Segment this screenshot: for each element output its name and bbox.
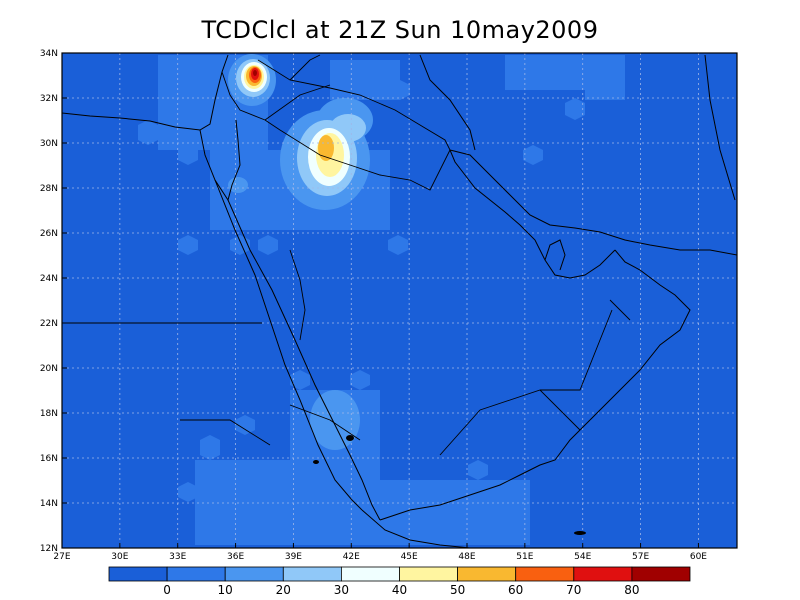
map-frame bbox=[61, 52, 738, 549]
y-tick-label: 32N bbox=[40, 94, 58, 104]
y-tick-label: 24N bbox=[40, 274, 58, 284]
x-tick-label: 54E bbox=[574, 552, 591, 562]
colorbar-label: 50 bbox=[450, 583, 465, 597]
y-tick-label: 26N bbox=[40, 229, 58, 239]
colorbar-segment bbox=[631, 566, 691, 582]
x-tick-labels: 27E 30E 33E 36E 39E 42E 45E 48E 51E 54E 57E 60E bbox=[53, 543, 707, 562]
x-tick-label: 57E bbox=[632, 552, 649, 562]
x-tick-label: 27E bbox=[53, 552, 70, 562]
page-title: TCDClcl at 21Z Sun 10may2009 bbox=[201, 16, 599, 44]
y-tick-label: 20N bbox=[40, 364, 58, 374]
x-tick-label: 30E bbox=[111, 552, 128, 562]
y-tick-labels: 12N 14N 16N 18N 20N 22N 24N 26N 28N 30N 32N 34N bbox=[40, 49, 67, 554]
coastlines bbox=[62, 54, 737, 548]
colorbar bbox=[108, 566, 691, 582]
colorbar-label: 40 bbox=[392, 583, 407, 597]
colorbar-segment bbox=[282, 566, 342, 582]
x-tick-label: 48E bbox=[458, 552, 475, 562]
x-tick-label: 36E bbox=[227, 552, 244, 562]
colorbar-label: 30 bbox=[334, 583, 349, 597]
colorbar-segment bbox=[399, 566, 458, 582]
x-tick-label: 33E bbox=[169, 552, 186, 562]
colorbar-labels: 0 10 20 30 40 50 60 70 80 bbox=[163, 583, 639, 597]
colorbar-segment bbox=[340, 566, 400, 582]
colorbar-label: 10 bbox=[218, 583, 233, 597]
colorbar-segment bbox=[108, 566, 168, 582]
x-tick-label: 42E bbox=[343, 552, 360, 562]
colorbar-label: 70 bbox=[566, 583, 581, 597]
colorbar-segment bbox=[515, 566, 575, 582]
y-tick-label: 14N bbox=[40, 499, 58, 509]
y-tick-label: 34N bbox=[40, 49, 58, 59]
x-tick-label: 51E bbox=[516, 552, 533, 562]
x-tick-label: 39E bbox=[285, 552, 302, 562]
y-tick-label: 12N bbox=[40, 544, 58, 554]
colorbar-segment bbox=[166, 566, 226, 582]
islands bbox=[313, 435, 586, 535]
field-level-90 bbox=[253, 70, 257, 76]
y-tick-label: 18N bbox=[40, 409, 58, 419]
colorbar-segment bbox=[224, 566, 284, 582]
y-tick-label: 28N bbox=[40, 184, 58, 194]
colorbar-segment bbox=[573, 566, 633, 582]
colorbar-label: 20 bbox=[276, 583, 291, 597]
y-tick-label: 30N bbox=[40, 139, 58, 149]
colorbar-label: 60 bbox=[508, 583, 523, 597]
colorbar-label: 0 bbox=[163, 583, 171, 597]
political-borders bbox=[62, 54, 631, 456]
colorbar-segment bbox=[457, 566, 517, 582]
x-tick-label: 60E bbox=[690, 552, 707, 562]
y-tick-label: 16N bbox=[40, 454, 58, 464]
x-tick-label: 45E bbox=[401, 552, 418, 562]
colorbar-label: 80 bbox=[624, 583, 639, 597]
y-tick-label: 22N bbox=[40, 319, 58, 329]
